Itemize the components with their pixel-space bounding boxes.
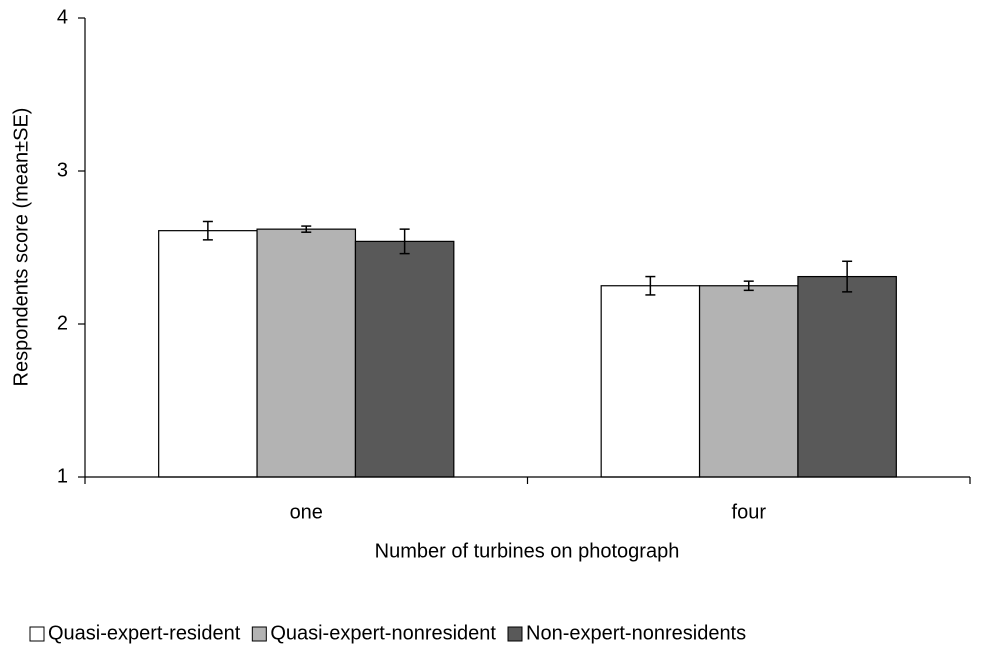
x-axis-title: Number of turbines on photograph [375, 540, 680, 562]
bar [256, 228, 357, 478]
bar [600, 285, 701, 478]
error-bar [842, 260, 853, 293]
legend-swatch [507, 626, 523, 642]
legend-label: Non-expert-nonresidents [526, 622, 746, 644]
y-tick-label: 3 [57, 159, 68, 181]
error-bar [202, 220, 213, 241]
x-tick-label: one [290, 501, 323, 523]
x-tick-label: four [732, 501, 767, 523]
bar [158, 230, 258, 478]
bar [698, 285, 799, 478]
legend-swatch [29, 626, 45, 642]
error-bar [399, 228, 410, 255]
legend-label: Quasi-expert-resident [48, 622, 241, 644]
bar [354, 240, 455, 478]
y-tick-label: 4 [57, 6, 68, 28]
y-tick-label: 2 [57, 312, 68, 334]
error-bar [743, 280, 754, 292]
error-bar [301, 225, 312, 233]
legend-label: Quasi-expert-nonresident [270, 622, 496, 644]
bar [797, 275, 897, 478]
error-bar [645, 275, 656, 296]
y-axis-title: Respondents score (mean±SE) [10, 108, 32, 387]
legend-swatch [251, 626, 267, 642]
y-tick-label: 1 [57, 465, 68, 487]
